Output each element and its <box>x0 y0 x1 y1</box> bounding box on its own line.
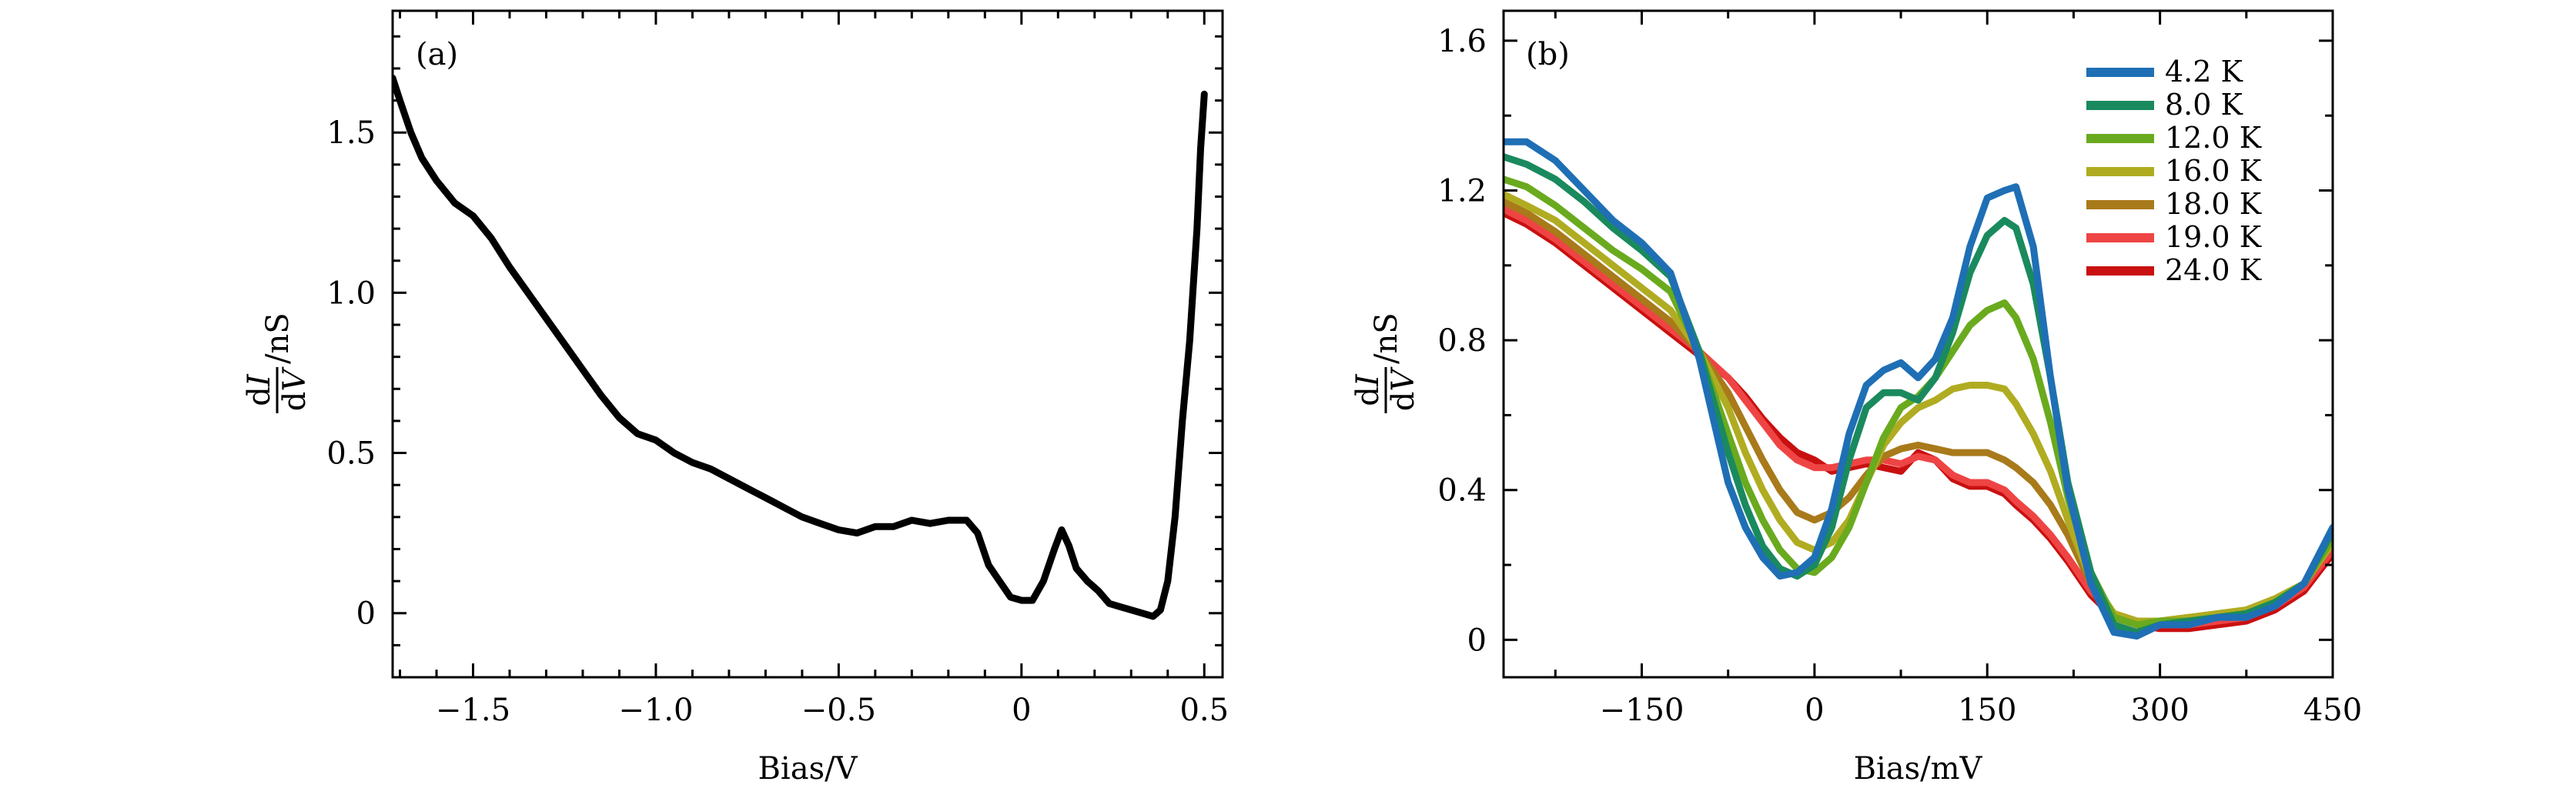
x-tick-label: 450 <box>2303 693 2362 728</box>
panel-a-y-title-num-d: d <box>242 386 277 406</box>
panel-b-frame <box>1502 9 2334 679</box>
panel-a-y-ticks: 0 0.5 1.0 1.5 <box>326 35 1223 679</box>
x-tick-label: −0.5 <box>801 693 876 728</box>
y-tick-label: 0.4 <box>1437 473 1487 509</box>
legend-label: 4.2 K <box>2165 55 2243 89</box>
x-tick-label: −1.0 <box>618 693 693 728</box>
y-tick-label: 1.2 <box>1437 174 1487 209</box>
x-tick-label: 0.5 <box>1179 693 1229 728</box>
panel-a-plot-area <box>391 9 1224 679</box>
panel-b-x-axis-title: Bias/mV <box>1854 751 1983 787</box>
panel-a: −1.5 −1.0 −0.5 0 0.5 0 0.5 1.0 1.5 (a) Bias/V d… <box>242 9 1229 787</box>
panel-a-y-title-numerator: dI <box>242 373 277 406</box>
panel-a-y-axis-title: dI dV /nS <box>242 312 313 413</box>
y-tick-label: 0 <box>356 596 376 632</box>
panel-b-series-group <box>1504 138 2333 640</box>
panel-b-y-title-num-var: I <box>1350 373 1386 387</box>
panel-b-plot-area <box>1502 9 2334 679</box>
y-tick-label: 0.5 <box>326 436 376 472</box>
panel-a-x-ticks: −1.5 −1.0 −0.5 0 0.5 <box>398 11 1229 728</box>
y-tick-label: 1.6 <box>1437 24 1487 59</box>
panel-a-series-group <box>393 74 1208 620</box>
panel-a-y-title-unit: /nS <box>260 312 296 364</box>
legend-label: 18.0 K <box>2165 187 2262 221</box>
panel-b-y-title-numerator: dI <box>1350 373 1386 406</box>
panel-a-series-di-dv <box>393 74 1208 620</box>
panel-b: −150 0 150 300 450 00.40.81.21.6 4.2 K8.0 K1… <box>1350 9 2362 787</box>
legend-label: 8.0 K <box>2165 88 2243 122</box>
panel-b-legend: 4.2 K8.0 K12.0 K16.0 K18.0 K19.0 K24.0 K <box>2086 55 2262 287</box>
x-tick-label: 0 <box>1012 693 1031 728</box>
panel-b-y-title-denominator: dV <box>1386 366 1421 412</box>
panel-b-label: (b) <box>1526 37 1570 72</box>
panel-a-y-title-num-var: I <box>242 373 277 387</box>
panel-b-y-title-unit: /nS <box>1369 312 1404 364</box>
panel-a-y-title-denominator: dV <box>277 366 313 412</box>
y-tick-label: 0 <box>1467 623 1487 658</box>
panel-a-label: (a) <box>416 37 458 72</box>
legend-label: 12.0 K <box>2165 121 2262 155</box>
legend-label: 24.0 K <box>2165 253 2262 287</box>
panel-a-y-title-den-var: V <box>277 366 313 392</box>
x-tick-label: 0 <box>1805 693 1824 728</box>
panel-a-x-axis-title: Bias/V <box>758 751 858 787</box>
x-tick-label: −1.5 <box>436 693 510 728</box>
legend-label: 19.0 K <box>2165 220 2262 254</box>
panel-b-y-title-den-d: d <box>1386 392 1421 412</box>
panel-b-y-title-num-d: d <box>1350 386 1386 406</box>
y-tick-label: 0.8 <box>1437 323 1487 359</box>
x-tick-label: 150 <box>1958 693 2016 728</box>
panel-b-x-ticks: −150 0 150 300 450 <box>1554 11 2362 728</box>
y-tick-label: 1.0 <box>326 276 376 311</box>
panel-a-y-title-den-d: d <box>277 392 313 412</box>
panel-a-frame <box>391 9 1224 679</box>
legend-label: 16.0 K <box>2165 154 2262 188</box>
x-tick-label: 300 <box>2130 693 2189 728</box>
x-tick-label: −150 <box>1600 693 1684 728</box>
panel-b-y-axis-title: dI dV /nS <box>1350 312 1421 413</box>
panel-b-y-ticks: 0 0.4 0.8 1.2 1.6 <box>1437 24 2333 658</box>
panel-b-y-title-den-var: V <box>1386 366 1421 392</box>
y-tick-label: 1.5 <box>326 115 376 151</box>
panel-b-series-4-2-k <box>1504 138 2333 640</box>
